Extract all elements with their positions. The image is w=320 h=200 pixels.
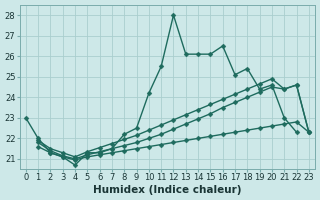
X-axis label: Humidex (Indice chaleur): Humidex (Indice chaleur) bbox=[93, 185, 242, 195]
